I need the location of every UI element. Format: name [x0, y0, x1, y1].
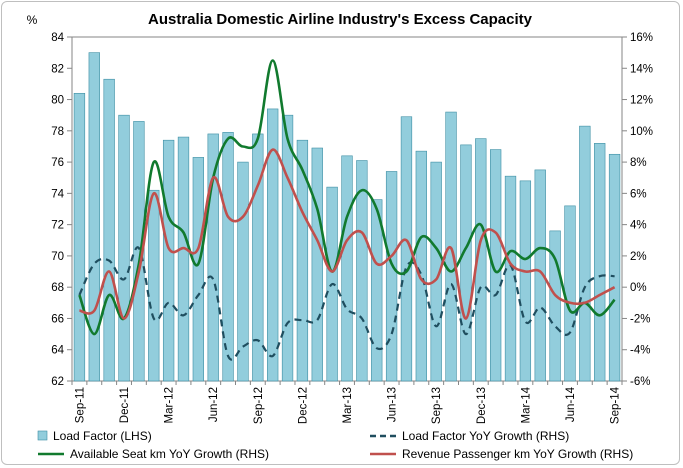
x-axis-tick-label: Jun-13 [387, 387, 399, 422]
x-axis-tick-label: Sep-14 [610, 386, 622, 424]
left-axis-tick-label: 64 [51, 345, 64, 357]
load-factor-bar [564, 205, 576, 382]
x-axis-tick-label: Jun-14 [565, 386, 577, 422]
load-factor-bar [594, 143, 606, 382]
right-axis-tick-label: 4% [630, 220, 647, 232]
x-axis-tick-label: Mar-13 [342, 387, 354, 423]
x-axis-tick-label: Mar-12 [164, 387, 176, 423]
load-factor-bar [475, 138, 487, 382]
load-factor-bar [162, 139, 175, 382]
left-axis-tick-label: 72 [51, 220, 64, 232]
load-factor-bar [460, 144, 472, 382]
load-factor-bar [549, 230, 561, 382]
legend-load-factor-swatch [37, 430, 48, 441]
load-factor-bar [371, 199, 383, 382]
right-axis-tick-label: 14% [630, 63, 653, 75]
available-seat-km-yoy-line [78, 59, 616, 336]
load-factor-bar [296, 139, 309, 382]
left-axis-unit: % [27, 13, 38, 27]
load-factor-bar [519, 180, 532, 382]
right-axis-tick-label: -4% [630, 345, 650, 357]
legend-revenue-passenger-km-label: Revenue Passenger km YoY Growth (RHS) [402, 447, 633, 461]
axes-layer: 62 64 66 68 70 72 74 76 78 80 82 84 -6% -4% -2% 0% 2% 4% 6… [51, 32, 653, 424]
x-axis-tick-label: Jun-12 [208, 387, 220, 422]
left-axis-tick-label: 66 [51, 313, 64, 325]
load-factor-bar [385, 171, 398, 382]
load-factor-bar [281, 114, 294, 382]
x-axis-tick-label: Dec-13 [476, 387, 488, 424]
left-axis-tick-label: 80 [51, 95, 64, 107]
load-factor-bar [88, 52, 100, 382]
right-axis-tick-label: -2% [630, 313, 650, 325]
x-axis-tick-label: Mar-14 [520, 386, 532, 423]
right-axis-tick-label: 10% [630, 126, 653, 138]
x-axis-tick-label: Dec-12 [297, 387, 309, 424]
line-series-layer [78, 59, 616, 361]
left-axis-tick-label: 84 [51, 32, 64, 44]
x-axis-tick-label: Sep-13 [431, 387, 443, 424]
right-axis-tick-label: 8% [630, 157, 647, 169]
legend-load-factor-yoy-label: Load Factor YoY Growth (RHS) [402, 429, 569, 443]
legend: Load Factor (LHS) Load Factor YoY Growth … [37, 429, 633, 461]
load-factor-bar [133, 121, 145, 382]
load-factor-bar [356, 160, 368, 382]
load-factor-bar [177, 136, 190, 382]
left-axis-tick-label: 68 [51, 282, 64, 294]
chart-title: Australia Domestic Airline Industry's Ex… [148, 11, 533, 28]
left-axis-tick-label: 74 [51, 188, 64, 200]
load-factor-bar [252, 133, 264, 382]
load-factor-bar [148, 189, 160, 382]
right-axis-tick-label: 12% [630, 95, 653, 107]
left-axis-tick-label: 82 [51, 63, 64, 75]
left-axis-tick-label: 62 [51, 376, 64, 388]
load-factor-bar [103, 78, 115, 382]
right-axis-tick-label: -6% [630, 376, 650, 388]
load-factor-bar [311, 147, 323, 382]
revenue-passenger-km-yoy-line [79, 148, 616, 320]
load-factor-bar [608, 153, 621, 382]
legend-available-seat-km-label: Available Seat km YoY Growth (RHS) [70, 447, 269, 461]
right-axis-tick-label: 6% [630, 188, 647, 200]
load-factor-bar [222, 132, 234, 382]
load-factor-bar [341, 155, 353, 382]
load-factor-bar [579, 125, 591, 382]
load-factor-bar [237, 161, 249, 382]
load-factor-bar [118, 114, 130, 382]
load-factor-bar [267, 108, 279, 382]
x-axis-tick-label: Sep-12 [253, 387, 265, 424]
load-factor-bar [207, 133, 219, 382]
load-factor-bar [415, 150, 427, 382]
left-axis-tick-label: 76 [51, 157, 64, 169]
x-axis-tick-label: Dec-11 [119, 387, 131, 423]
right-axis-tick-label: 0% [630, 282, 647, 294]
left-axis-tick-label: 78 [51, 126, 64, 138]
right-axis-tick-label: 16% [630, 32, 653, 44]
load-factor-yoy-line [78, 246, 615, 361]
load-factor-bar [73, 92, 86, 382]
load-factor-bar [192, 157, 205, 382]
legend-load-factor-label: Load Factor (LHS) [53, 429, 152, 443]
x-axis-tick-label: Sep-11 [74, 387, 86, 423]
left-axis-tick-label: 70 [51, 251, 64, 263]
load-factor-bar [430, 161, 442, 382]
load-factor-bar [534, 169, 546, 382]
right-axis-tick-label: 2% [630, 251, 647, 263]
